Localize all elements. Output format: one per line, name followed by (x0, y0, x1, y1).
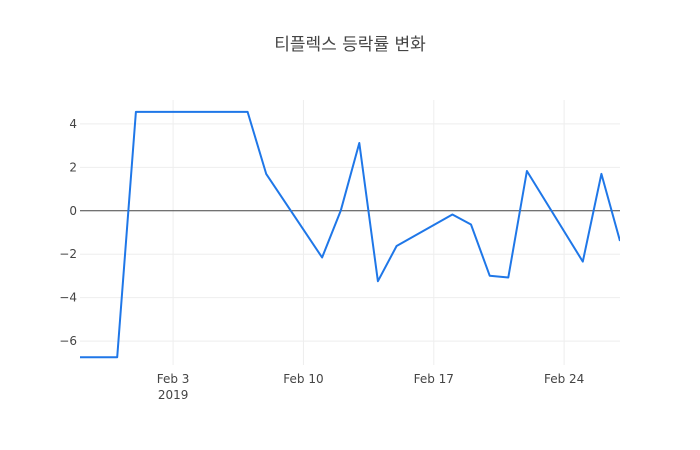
y-tick-label: 0 (69, 204, 77, 218)
series-layer (80, 110, 620, 359)
chart-title: 티플렉스 등락률 변화 (274, 35, 426, 55)
x-tick-label: Feb 3 (157, 372, 190, 386)
x-tick-label: Feb 17 (414, 372, 454, 386)
y-tick-label: −2 (59, 247, 77, 261)
series-line (80, 110, 620, 359)
y-tick-label: −4 (59, 291, 77, 305)
grid-layer (80, 100, 620, 365)
y-tick-label: −6 (59, 334, 77, 348)
y-tick-label: 2 (69, 160, 77, 174)
x-tick-sublabel: 2019 (158, 388, 189, 402)
x-tick-label: Feb 24 (544, 372, 584, 386)
y-tick-label: 4 (69, 117, 77, 131)
axis-layer: Feb 3 2019 Feb 10 Feb 17 Feb 24 −6 −4 −2 0 2 4 (59, 117, 584, 402)
x-tick-label: Feb 10 (283, 372, 323, 386)
